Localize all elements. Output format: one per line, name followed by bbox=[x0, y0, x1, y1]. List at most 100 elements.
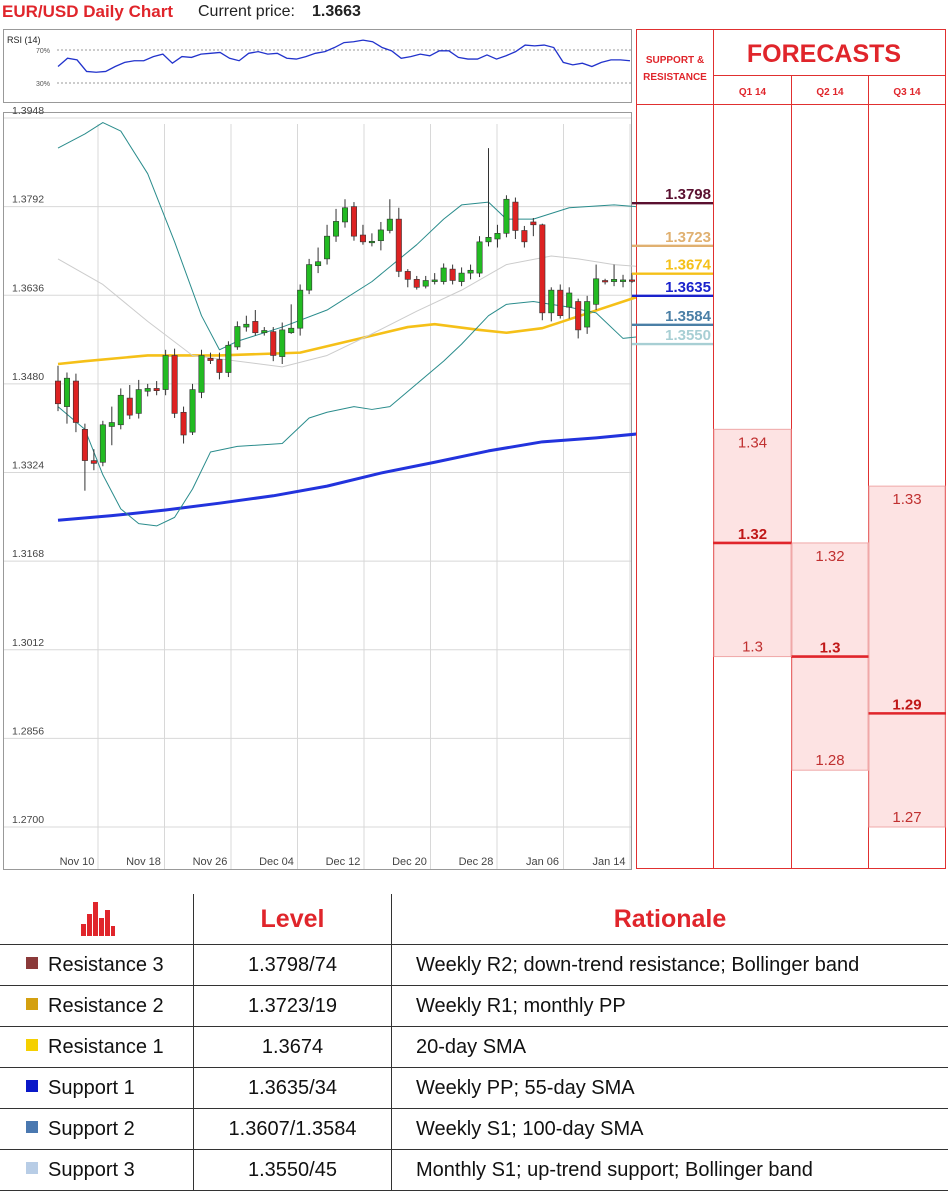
level-name: Support 3 bbox=[48, 1158, 135, 1181]
candle bbox=[288, 304, 295, 334]
forecasts-panel: FORECASTS Q1 14 1.34 1.32 1.3 Q2 14 1.32 1.3 1.2… bbox=[713, 29, 946, 869]
candle-body-down bbox=[359, 234, 366, 243]
candle-body-up bbox=[63, 377, 70, 407]
candle bbox=[225, 341, 232, 378]
forecast-mid: 1.29 bbox=[892, 696, 921, 713]
sma-200-line bbox=[57, 423, 678, 522]
level-swatch bbox=[26, 1121, 38, 1134]
candle bbox=[593, 264, 600, 311]
forecast-quarter-label: Q1 14 bbox=[739, 87, 767, 98]
candle bbox=[422, 275, 429, 289]
candle bbox=[341, 199, 348, 228]
sr-level-label: 1.3723 bbox=[665, 229, 711, 246]
forecast-low: 1.27 bbox=[892, 809, 921, 826]
sr-level-label: 1.3674 bbox=[665, 257, 712, 274]
sr-level-label: 1.3550 bbox=[665, 327, 711, 344]
candle-body-down bbox=[575, 301, 582, 331]
candle-body-down bbox=[171, 355, 178, 414]
x-tick-label: Jan 06 bbox=[526, 856, 559, 868]
candle bbox=[261, 327, 268, 336]
level-name: Support 2 bbox=[48, 1117, 135, 1140]
candle-body-down bbox=[449, 268, 456, 281]
candle-body-up bbox=[189, 389, 196, 433]
sr-level-label: 1.3798 bbox=[665, 186, 711, 203]
candle bbox=[198, 349, 205, 399]
candle bbox=[153, 381, 160, 396]
candle-body-up bbox=[135, 389, 142, 414]
x-tick-label: Dec 12 bbox=[326, 856, 361, 868]
x-tick-label: Nov 26 bbox=[193, 856, 228, 868]
candle-body-up bbox=[467, 269, 474, 274]
candle bbox=[476, 236, 483, 278]
x-tick-label: Dec 20 bbox=[392, 856, 427, 868]
candle bbox=[494, 224, 501, 248]
sr-level-label: 1.3635 bbox=[665, 279, 711, 296]
candle-body-down bbox=[81, 429, 88, 461]
y-tick-label: 1.3636 bbox=[12, 282, 44, 294]
candle bbox=[557, 284, 564, 319]
price-chart: 1.3948 1.3792 1.3636 1.3480 1.3324 1.3168 1.30… bbox=[3, 105, 678, 870]
level-name: Resistance 2 bbox=[48, 994, 164, 1017]
current-price-label: Current price: bbox=[198, 3, 295, 20]
candle bbox=[440, 263, 447, 285]
candle bbox=[539, 223, 546, 321]
level-swatch bbox=[26, 957, 38, 970]
level-rationale: Weekly PP; 55-day SMA bbox=[391, 1067, 948, 1109]
rsi-level-label: 70% bbox=[36, 48, 50, 55]
candle bbox=[485, 148, 492, 247]
rsi-line bbox=[57, 39, 631, 73]
candle bbox=[234, 321, 241, 350]
current-price-value: 1.3663 bbox=[312, 3, 361, 20]
candle-body-up bbox=[593, 278, 600, 305]
bar-chart-icon bbox=[79, 902, 115, 936]
candle bbox=[602, 278, 609, 285]
candle bbox=[162, 349, 169, 396]
candle bbox=[126, 385, 133, 420]
bollinger-upper-line bbox=[57, 122, 677, 351]
candle-body-up bbox=[99, 424, 106, 463]
candle-body-up bbox=[261, 330, 268, 334]
candle-body-up bbox=[162, 355, 169, 390]
candle bbox=[548, 287, 555, 322]
table-header-rationale: Rationale bbox=[391, 894, 948, 945]
chart-area: RSI (14)70%30% 1.39481.37921.36361.34801… bbox=[3, 29, 946, 870]
candle bbox=[449, 264, 456, 285]
candle bbox=[431, 273, 438, 285]
candle-body-up bbox=[422, 280, 429, 287]
candle-body-up bbox=[476, 241, 483, 274]
candle-body-up bbox=[324, 235, 331, 260]
level-name-cell: Support 2 bbox=[0, 1108, 194, 1150]
candle bbox=[315, 247, 322, 274]
x-tick-label: Jan 14 bbox=[592, 856, 625, 868]
chart-title: EUR/USD Daily Chart bbox=[2, 2, 173, 21]
candle-body-down bbox=[521, 230, 528, 243]
sr-title: RESISTANCE bbox=[643, 72, 707, 83]
candle bbox=[90, 449, 97, 471]
sr-title: SUPPORT & bbox=[646, 55, 704, 66]
level-value: 1.3674 bbox=[193, 1026, 392, 1068]
candle bbox=[368, 233, 375, 247]
candle-body-down bbox=[90, 460, 97, 464]
candle bbox=[252, 310, 259, 336]
y-tick-label: 1.3012 bbox=[12, 637, 44, 649]
candle-body-down bbox=[530, 221, 537, 226]
candle bbox=[395, 207, 402, 278]
level-value: 1.3798/74 bbox=[193, 944, 392, 986]
y-tick-label: 1.3168 bbox=[12, 548, 44, 560]
y-tick-label: 1.3480 bbox=[12, 371, 44, 383]
forecast-high: 1.34 bbox=[738, 434, 767, 451]
candle bbox=[386, 199, 393, 234]
table-row: Support 2 1.3607/1.3584 Weekly S1; 100-d… bbox=[0, 1108, 948, 1150]
x-tick-label: Nov 18 bbox=[126, 856, 161, 868]
candle-body-down bbox=[512, 201, 519, 231]
candle bbox=[306, 258, 313, 295]
candle bbox=[584, 295, 591, 334]
table-row: Resistance 2 1.3723/19 Weekly R1; monthl… bbox=[0, 985, 948, 1027]
candle-body-up bbox=[117, 394, 124, 426]
level-rationale: 20-day SMA bbox=[391, 1026, 948, 1068]
candle-body-up bbox=[198, 355, 205, 393]
y-tick-label: 1.2700 bbox=[12, 814, 44, 826]
candle-body-down bbox=[628, 279, 635, 282]
level-swatch bbox=[26, 998, 38, 1011]
candle bbox=[521, 225, 528, 248]
